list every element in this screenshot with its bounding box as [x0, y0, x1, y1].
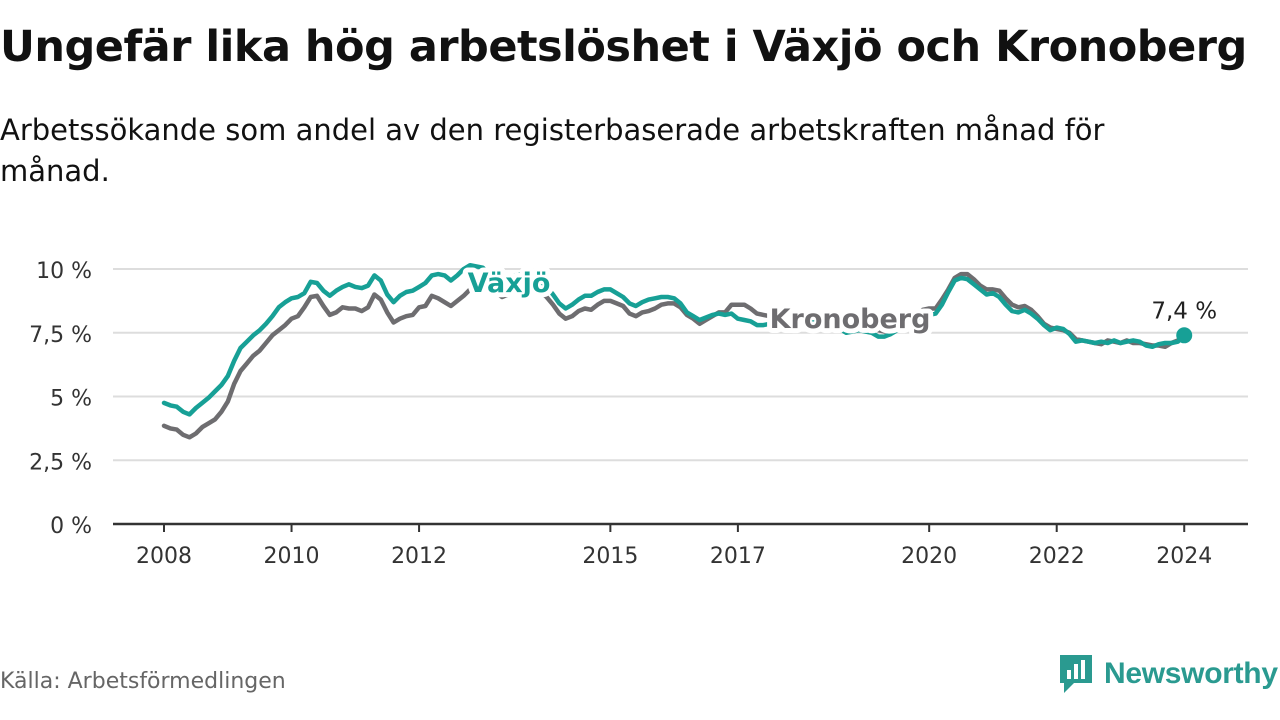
line-chart: 0 % 2,5 % 5 % 7,5 % 10 % 2008 2010 2012 2015 201…	[29, 259, 1248, 569]
x-tick-label: 2010	[264, 544, 320, 569]
x-tick-label: 2024	[1156, 544, 1212, 569]
gridlines	[113, 268, 1248, 462]
chart-title: Ungefär lika hög arbetslöshet i Växjö oc…	[0, 22, 1247, 72]
x-axis: 2008 2010 2012 2015 2017 2020 2022 2024	[113, 522, 1248, 569]
newsworthy-logo[interactable]: Newsworthy	[1058, 653, 1278, 695]
y-tick-label: 7,5 %	[29, 323, 92, 348]
series-label-halo: Kronoberg	[770, 304, 931, 335]
x-tick-label: 2015	[582, 544, 638, 569]
x-tick-label: 2022	[1029, 544, 1085, 569]
series-label: Kronoberg	[770, 304, 931, 335]
series-label-halo: Växjö	[468, 268, 551, 299]
brand-name: Newsworthy	[1104, 657, 1278, 690]
x-tick-label: 2008	[136, 544, 192, 569]
y-tick-label: 5 %	[50, 387, 92, 412]
end-point-marker	[1176, 327, 1193, 344]
series-line-växjö	[161, 262, 1187, 417]
bar-chart-icon	[1060, 655, 1092, 693]
y-tick-label: 0 %	[50, 514, 92, 539]
x-tick-label: 2020	[901, 544, 957, 569]
chart-subtitle: Arbetssökande som andel av den registerb…	[0, 113, 1105, 188]
y-axis: 0 % 2,5 % 5 % 7,5 % 10 %	[29, 259, 92, 539]
x-tick-label: 2017	[710, 544, 766, 569]
y-tick-label: 2,5 %	[29, 450, 92, 475]
series-label: Växjö	[468, 268, 551, 299]
end-value-label: 7,4 %	[1151, 298, 1217, 324]
y-tick-label: 10 %	[36, 259, 92, 284]
series-line-kronoberg	[161, 271, 1187, 440]
x-tick-label: 2012	[391, 544, 447, 569]
source-note: Källa: Arbetsförmedlingen	[0, 669, 286, 694]
series-lines	[161, 262, 1187, 440]
